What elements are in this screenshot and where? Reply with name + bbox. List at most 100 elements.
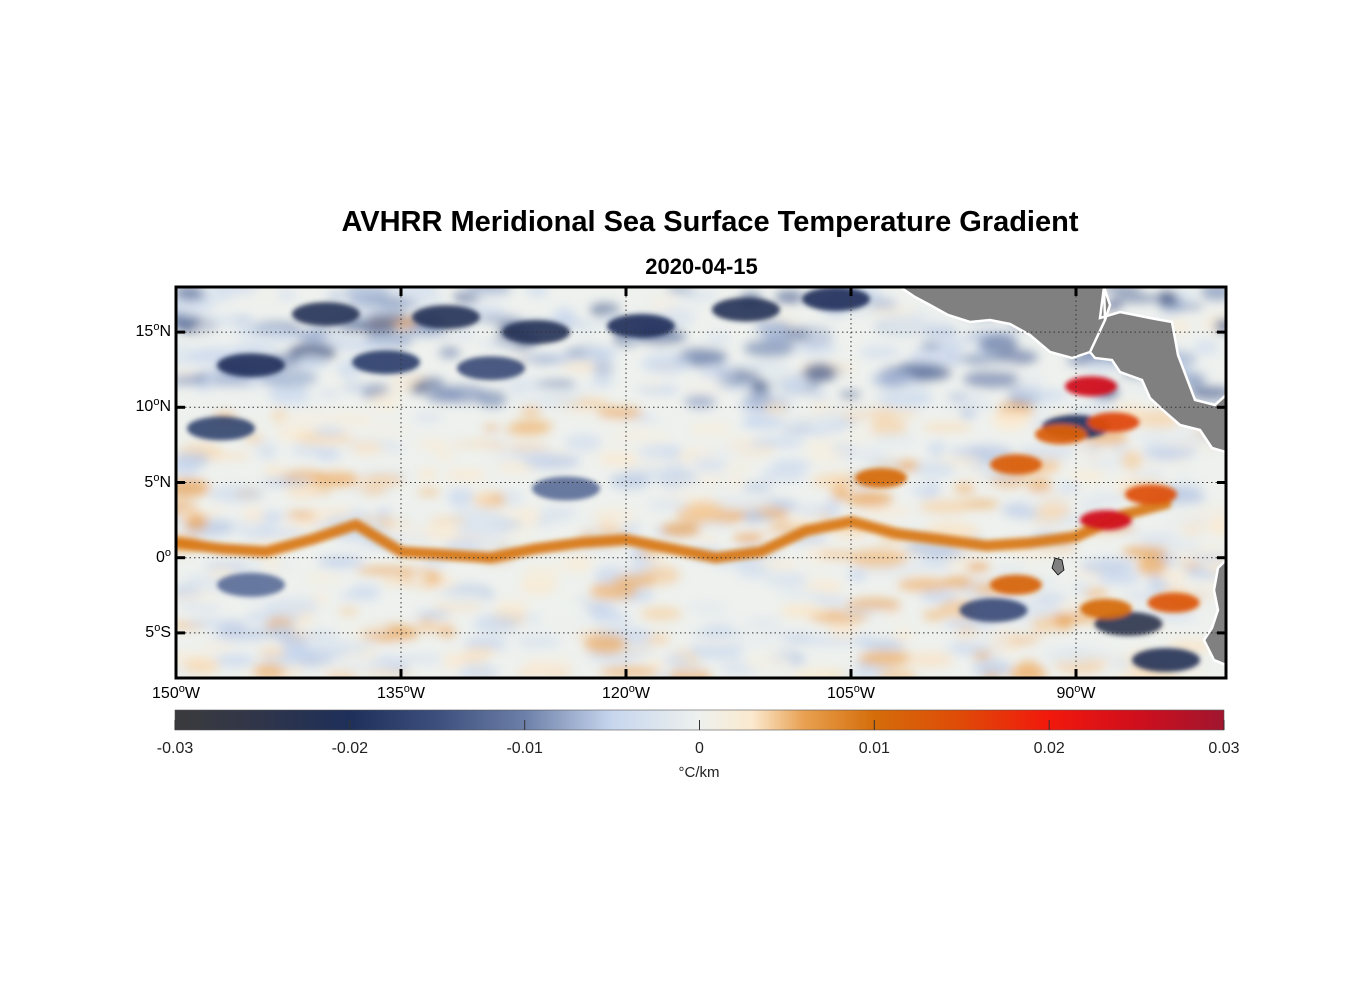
texture-blob: [973, 659, 1012, 677]
texture-blob: [918, 499, 972, 514]
texture-blob: [590, 602, 619, 619]
texture-blob: [315, 448, 341, 461]
texture-blob: [1097, 444, 1117, 460]
texture-blob: [286, 511, 316, 519]
texture-blob: [1137, 556, 1167, 576]
texture-blob: [859, 346, 901, 359]
texture-blob: [808, 389, 828, 402]
axis-ticks: [174, 287, 1226, 678]
texture-blob: [1193, 340, 1219, 355]
texture-blob: [395, 654, 444, 663]
texture-blob: [647, 658, 666, 671]
negative-gradient-patch: [959, 598, 1028, 623]
equatorial-front-band: [176, 498, 1172, 564]
lat-label-degrees: 5: [145, 623, 155, 641]
texture-blob: [564, 410, 598, 418]
texture-blob: [800, 563, 831, 577]
south-america-land: [1202, 558, 1226, 667]
lat-label-hemisphere: N: [159, 323, 171, 341]
texture-blob: [374, 529, 429, 540]
texture-blob: [449, 508, 506, 528]
texture-blob: [276, 288, 297, 301]
texture-blob: [775, 291, 804, 304]
texture-blob: [532, 394, 582, 408]
texture-blob: [779, 605, 829, 618]
texture-blob: [1052, 646, 1097, 665]
positive-gradient-patch: [990, 454, 1042, 475]
texture-blob: [933, 340, 969, 350]
texture-blob: [972, 651, 992, 660]
texture-blob: [256, 441, 278, 460]
texture-blob: [1200, 287, 1226, 301]
texture-blob: [318, 389, 340, 397]
texture-blob: [424, 386, 463, 403]
lon-label-hemisphere: W: [409, 685, 425, 702]
texture-blob: [268, 385, 311, 405]
colorbar-tick-label: 0.03: [1208, 740, 1240, 757]
lon-label-degrees: 150: [152, 685, 179, 702]
positive-gradient-patch: [990, 574, 1042, 595]
lon-label-degree-mark: o: [403, 683, 410, 695]
lon-label-degrees: 90: [1056, 685, 1075, 702]
positive-gradient-patch: [1147, 592, 1200, 613]
texture-blob: [1189, 386, 1226, 401]
map-plot-area: [176, 287, 1226, 678]
lat-label-degree-mark: o: [153, 396, 160, 409]
texture-blob: [333, 623, 391, 635]
texture-blob: [749, 437, 806, 448]
texture-blob: [176, 289, 206, 301]
texture-blob: [213, 287, 259, 296]
texture-blob: [554, 307, 575, 324]
texture-blob: [1012, 389, 1069, 401]
texture-blob: [246, 344, 277, 354]
texture-blob: [961, 353, 1007, 365]
lat-label-hemisphere: N: [159, 398, 171, 416]
texture-blob: [363, 420, 409, 439]
negative-gradient-patch: [187, 416, 255, 441]
texture-blob: [409, 384, 428, 394]
texture-blob: [696, 534, 718, 543]
texture-blob: [965, 392, 985, 402]
texture-blob: [327, 291, 345, 302]
texture-blob: [538, 509, 572, 523]
lon-label-hemisphere: W: [634, 685, 650, 702]
texture-blob: [795, 503, 832, 517]
texture-blob: [927, 441, 947, 457]
texture-blob: [990, 410, 1033, 428]
texture-blob: [723, 462, 756, 470]
texture-blob: [461, 662, 499, 678]
texture-blob: [1041, 554, 1100, 564]
texture-blob: [1022, 491, 1074, 511]
texture-blob: [982, 362, 1019, 371]
texture-blob: [528, 596, 587, 615]
texture-blob: [918, 314, 955, 324]
lon-label-degrees: 135: [377, 685, 404, 702]
texture-blob: [695, 638, 738, 646]
texture-blob: [510, 419, 554, 433]
texture-blob: [479, 338, 520, 348]
texture-blob: [352, 441, 382, 454]
texture-blob: [912, 558, 958, 571]
texture-blob: [536, 380, 577, 389]
texture-blob: [231, 325, 290, 337]
texture-blob: [592, 358, 614, 378]
texture-blob: [1080, 558, 1135, 574]
texture-blob: [943, 576, 974, 589]
texture-blob: [864, 639, 906, 651]
texture-blob: [1163, 639, 1213, 647]
texture-blob: [847, 568, 868, 581]
texture-blob: [953, 482, 976, 494]
texture-blob: [182, 658, 220, 675]
texture-blob: [737, 523, 759, 531]
texture-blob: [207, 470, 236, 477]
texture-blob: [464, 646, 496, 659]
texture-blob: [359, 487, 387, 495]
texture-blob: [273, 402, 325, 411]
gradient-field-texture: [176, 287, 1226, 678]
texture-blob: [1160, 431, 1181, 443]
texture-blob: [683, 500, 724, 518]
texture-blob: [679, 290, 718, 302]
texture-blob: [282, 410, 334, 429]
negative-gradient-patch: [412, 305, 480, 330]
negative-gradient-patch: [217, 353, 285, 378]
